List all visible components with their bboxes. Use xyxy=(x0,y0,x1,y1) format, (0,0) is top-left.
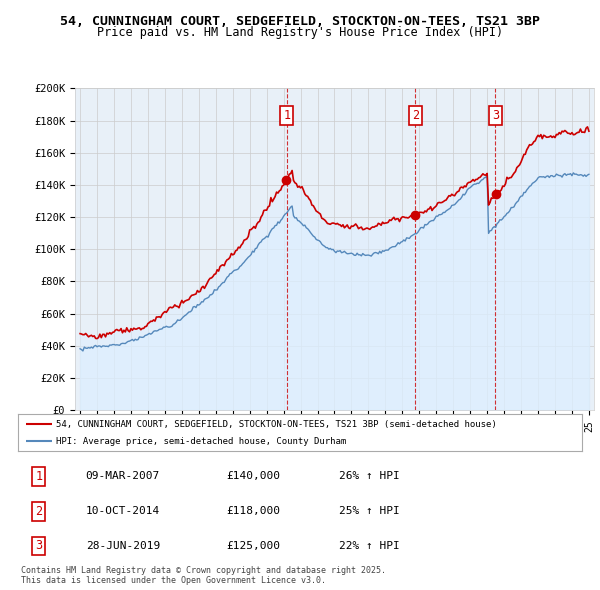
Text: HPI: Average price, semi-detached house, County Durham: HPI: Average price, semi-detached house,… xyxy=(56,437,347,446)
Text: 3: 3 xyxy=(492,109,499,122)
Text: £118,000: £118,000 xyxy=(227,506,281,516)
Text: 28-JUN-2019: 28-JUN-2019 xyxy=(86,541,160,551)
Text: 54, CUNNINGHAM COURT, SEDGEFIELD, STOCKTON-ON-TEES, TS21 3BP: 54, CUNNINGHAM COURT, SEDGEFIELD, STOCKT… xyxy=(60,15,540,28)
Text: Price paid vs. HM Land Registry's House Price Index (HPI): Price paid vs. HM Land Registry's House … xyxy=(97,26,503,39)
Text: 2: 2 xyxy=(35,504,43,517)
Text: 1: 1 xyxy=(283,109,290,122)
Text: 10-OCT-2014: 10-OCT-2014 xyxy=(86,506,160,516)
Text: 54, CUNNINGHAM COURT, SEDGEFIELD, STOCKTON-ON-TEES, TS21 3BP (semi-detached hous: 54, CUNNINGHAM COURT, SEDGEFIELD, STOCKT… xyxy=(56,419,497,429)
Text: 25% ↑ HPI: 25% ↑ HPI xyxy=(340,506,400,516)
Text: 22% ↑ HPI: 22% ↑ HPI xyxy=(340,541,400,551)
Text: This data is licensed under the Open Government Licence v3.0.: This data is licensed under the Open Gov… xyxy=(21,576,326,585)
Text: 09-MAR-2007: 09-MAR-2007 xyxy=(86,471,160,481)
Text: 2: 2 xyxy=(412,109,419,122)
Text: Contains HM Land Registry data © Crown copyright and database right 2025.: Contains HM Land Registry data © Crown c… xyxy=(21,566,386,575)
Text: 3: 3 xyxy=(35,539,43,552)
Text: 1: 1 xyxy=(35,470,43,483)
Text: £125,000: £125,000 xyxy=(227,541,281,551)
Text: £140,000: £140,000 xyxy=(227,471,281,481)
Text: 26% ↑ HPI: 26% ↑ HPI xyxy=(340,471,400,481)
